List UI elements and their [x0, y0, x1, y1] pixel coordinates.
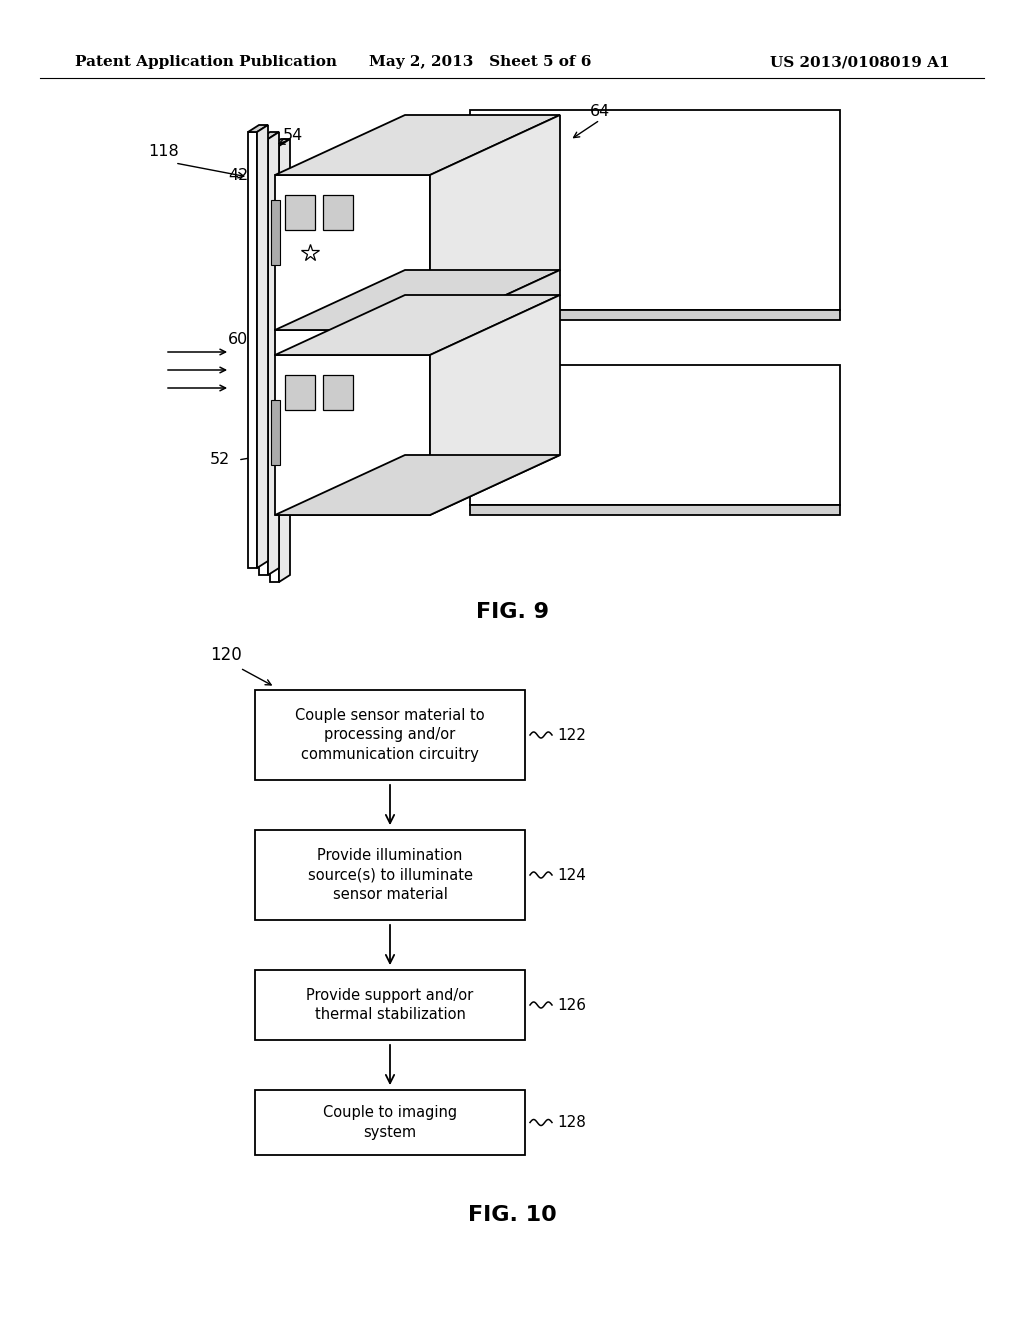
Polygon shape — [275, 330, 430, 355]
Text: Couple sensor material to
processing and/or
communication circuitry: Couple sensor material to processing and… — [295, 708, 484, 762]
Polygon shape — [470, 310, 840, 319]
Polygon shape — [470, 110, 840, 310]
Text: 64: 64 — [590, 104, 610, 120]
Text: Couple to imaging
system: Couple to imaging system — [323, 1105, 457, 1140]
Polygon shape — [430, 115, 560, 330]
Bar — [255, 830, 525, 920]
Text: 124: 124 — [557, 867, 586, 883]
Polygon shape — [430, 294, 560, 515]
Polygon shape — [270, 147, 279, 582]
Text: Provide illumination
source(s) to illuminate
sensor material: Provide illumination source(s) to illumi… — [307, 847, 472, 903]
Text: 42: 42 — [228, 168, 248, 182]
Text: 120: 120 — [210, 645, 242, 664]
Polygon shape — [268, 132, 279, 576]
Polygon shape — [248, 132, 257, 568]
Bar — [323, 195, 353, 230]
Bar — [255, 1090, 525, 1155]
Text: 54: 54 — [283, 128, 303, 143]
Bar — [271, 201, 280, 265]
Text: FIG. 10: FIG. 10 — [468, 1205, 556, 1225]
Bar — [255, 970, 525, 1040]
Bar — [255, 690, 525, 780]
Polygon shape — [275, 455, 560, 515]
Polygon shape — [470, 366, 840, 506]
Text: Provide support and/or
thermal stabilization: Provide support and/or thermal stabiliza… — [306, 987, 474, 1023]
Bar — [323, 375, 353, 411]
Text: 122: 122 — [557, 727, 586, 742]
Polygon shape — [275, 115, 560, 176]
Polygon shape — [275, 271, 560, 330]
Polygon shape — [248, 125, 268, 132]
Polygon shape — [275, 294, 560, 355]
Bar — [285, 195, 315, 230]
Text: US 2013/0108019 A1: US 2013/0108019 A1 — [770, 55, 950, 69]
Text: 52: 52 — [210, 453, 230, 467]
Polygon shape — [259, 132, 279, 139]
Text: FIG. 9: FIG. 9 — [475, 602, 549, 622]
Text: 118: 118 — [148, 144, 179, 160]
Text: 64: 64 — [345, 187, 366, 202]
Polygon shape — [279, 139, 290, 582]
Polygon shape — [275, 176, 430, 330]
Polygon shape — [430, 271, 560, 355]
Bar — [285, 375, 315, 411]
Polygon shape — [270, 139, 290, 147]
Text: Patent Application Publication: Patent Application Publication — [75, 55, 337, 69]
Polygon shape — [257, 125, 268, 568]
Polygon shape — [259, 139, 268, 576]
Text: May 2, 2013   Sheet 5 of 6: May 2, 2013 Sheet 5 of 6 — [369, 55, 591, 69]
Polygon shape — [275, 355, 430, 515]
Text: 126: 126 — [557, 998, 586, 1012]
Text: 60: 60 — [228, 333, 248, 347]
Bar — [271, 400, 280, 465]
Polygon shape — [470, 506, 840, 515]
Text: 128: 128 — [557, 1115, 586, 1130]
